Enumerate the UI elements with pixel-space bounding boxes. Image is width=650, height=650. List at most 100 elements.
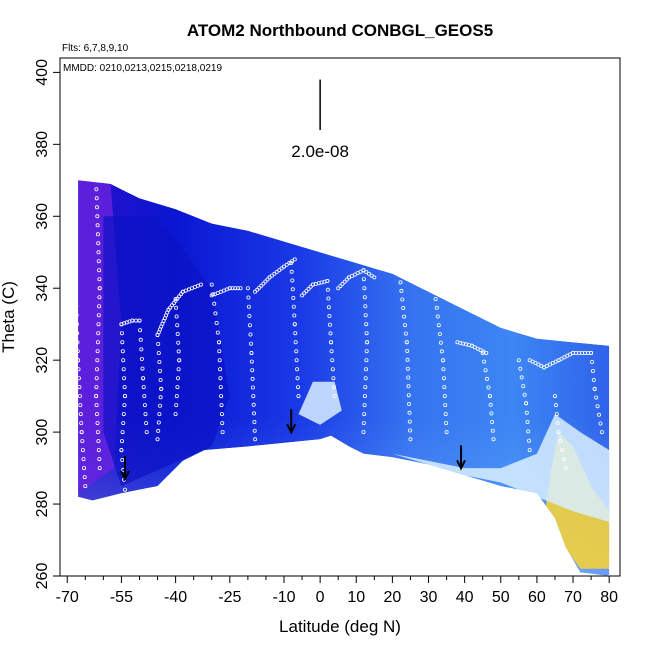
track-point	[144, 430, 149, 435]
arrow-head	[456, 459, 466, 471]
track-point	[296, 394, 301, 399]
y-tick-label: 280	[34, 491, 51, 518]
track-point	[143, 412, 148, 417]
track-point	[250, 368, 255, 373]
track-point	[597, 412, 602, 417]
track-point	[95, 214, 100, 219]
track-point	[95, 223, 100, 228]
track-point	[408, 437, 413, 442]
track-point	[362, 403, 367, 408]
high-value-region-1	[392, 414, 610, 522]
y-axis-label: Theta (C)	[0, 281, 18, 353]
track-point	[213, 311, 218, 316]
track-point	[251, 394, 256, 399]
flight-track-11	[397, 271, 413, 442]
track-point	[483, 368, 488, 373]
track-point	[176, 340, 181, 345]
x-tick-label: 40	[456, 589, 474, 606]
track-point	[78, 412, 83, 417]
x-axis: -70 -55 -40 -25 -10 0 10 20 30 40 50 60 70 80	[56, 576, 618, 606]
track-point	[407, 401, 412, 406]
track-point	[155, 437, 160, 442]
x-tick-label: 70	[564, 589, 582, 606]
track-point	[294, 358, 299, 363]
track-point	[138, 328, 143, 333]
track-point	[174, 403, 179, 408]
track-point	[253, 289, 258, 294]
track-point	[289, 269, 294, 274]
track-point	[212, 301, 217, 306]
track-point	[216, 340, 221, 345]
track-point	[560, 448, 565, 453]
track-point	[267, 275, 272, 280]
track-point	[96, 331, 101, 336]
track-point	[74, 313, 79, 318]
track-point	[364, 322, 369, 327]
track-point	[144, 421, 149, 426]
track-point	[291, 295, 296, 300]
track-point	[97, 457, 102, 462]
track-point	[488, 402, 493, 407]
track-point	[177, 358, 182, 363]
top-track-segment-2	[209, 286, 243, 298]
track-point	[74, 295, 79, 300]
track-point	[403, 331, 408, 336]
track-point	[75, 349, 80, 354]
track-point	[491, 437, 496, 442]
flight-track-3	[137, 318, 149, 435]
track-point	[553, 403, 558, 408]
track-point	[290, 287, 295, 292]
track-point	[433, 296, 438, 301]
track-point	[263, 279, 268, 284]
track-point	[156, 341, 161, 346]
track-point	[97, 304, 102, 309]
x-tick-label: 50	[492, 589, 510, 606]
track-point	[437, 331, 442, 336]
track-point	[338, 284, 343, 289]
track-point	[94, 178, 99, 183]
track-point	[253, 437, 258, 442]
track-point	[591, 377, 596, 382]
track-point	[95, 421, 100, 426]
x-tick-label: 30	[420, 589, 438, 606]
down-arrow-marker-2	[456, 445, 466, 471]
track-point	[81, 457, 86, 462]
track-point	[249, 359, 254, 364]
track-point	[399, 288, 404, 293]
track-point	[364, 349, 369, 354]
track-point	[332, 394, 337, 399]
track-point	[97, 277, 102, 282]
track-point	[328, 340, 333, 345]
track-point	[364, 331, 369, 336]
track-point	[95, 367, 100, 372]
track-point	[215, 330, 220, 335]
track-point	[524, 401, 529, 406]
track-point	[486, 385, 491, 390]
track-point	[365, 340, 370, 345]
track-point	[329, 349, 334, 354]
track-point	[444, 421, 449, 426]
track-point	[72, 250, 77, 255]
track-point	[328, 331, 333, 336]
track-point	[516, 358, 521, 363]
track-point	[79, 421, 84, 426]
track-point	[553, 394, 558, 399]
top-track-segment-4	[300, 278, 330, 298]
track-point	[119, 448, 124, 453]
track-point	[336, 286, 341, 291]
track-point	[158, 377, 163, 382]
track-point	[158, 395, 163, 400]
track-point	[249, 350, 254, 355]
track-point	[75, 340, 80, 345]
track-point	[325, 287, 330, 292]
high-value-region-2	[298, 381, 342, 425]
track-point	[372, 275, 377, 280]
track-point	[122, 403, 127, 408]
track-point	[97, 466, 102, 471]
flight-track-12	[433, 296, 449, 435]
top-track-segment-5	[336, 268, 377, 291]
track-point	[123, 487, 128, 492]
track-point	[82, 475, 87, 480]
track-point	[434, 305, 439, 310]
track-point	[141, 385, 146, 390]
